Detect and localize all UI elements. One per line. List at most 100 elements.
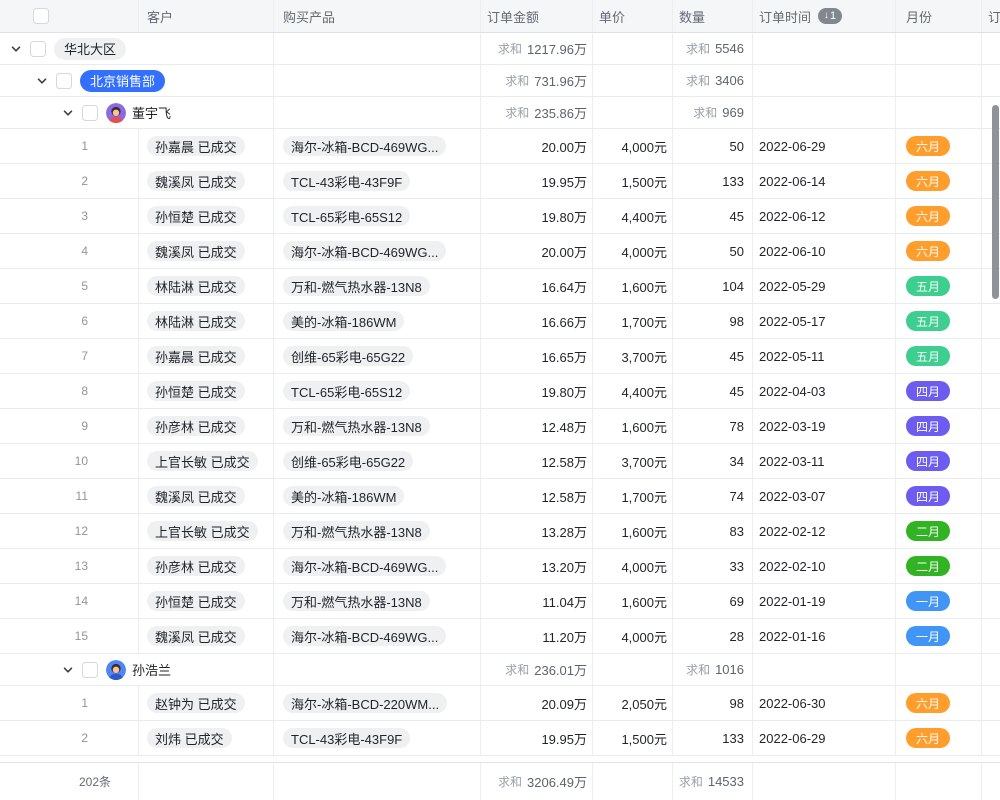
amount-cell[interactable]: 11.20万 — [481, 619, 593, 653]
month-cell[interactable]: 六月 — [896, 164, 982, 198]
product-cell[interactable]: 万和-燃气热水器-13N8 — [274, 409, 481, 443]
month-cell[interactable]: 四月 — [896, 479, 982, 513]
month-cell[interactable]: 四月 — [896, 444, 982, 478]
quantity-cell[interactable]: 45 — [673, 199, 753, 233]
collapse-chevron-icon[interactable] — [36, 75, 48, 87]
sort-badge[interactable]: ↓ 1 — [818, 8, 843, 24]
quantity-cell[interactable]: 104 — [673, 269, 753, 303]
unit-price-cell[interactable]: 4,400元 — [593, 374, 673, 408]
order-date-cell[interactable]: 2022-06-29 — [753, 721, 896, 755]
customer-cell[interactable]: 孙彦林 已成交 — [139, 549, 274, 583]
unit-price-cell[interactable]: 4,000元 — [593, 619, 673, 653]
column-header-amount[interactable]: 订单金额 — [481, 0, 593, 32]
order-date-cell[interactable]: 2022-05-29 — [753, 269, 896, 303]
month-cell[interactable]: 四月 — [896, 409, 982, 443]
quantity-cell[interactable]: 28 — [673, 619, 753, 653]
unit-price-cell[interactable]: 4,000元 — [593, 129, 673, 163]
order-date-cell[interactable]: 2022-01-19 — [753, 584, 896, 618]
quantity-cell[interactable]: 50 — [673, 129, 753, 163]
amount-cell[interactable]: 11.04万 — [481, 584, 593, 618]
product-cell[interactable]: 创维-65彩电-65G22 — [274, 444, 481, 478]
product-cell[interactable]: 万和-燃气热水器-13N8 — [274, 269, 481, 303]
column-header-price[interactable]: 单价 — [593, 0, 673, 32]
product-cell[interactable]: 海尔-冰箱-BCD-469WG... — [274, 234, 481, 268]
unit-price-cell[interactable]: 1,600元 — [593, 584, 673, 618]
customer-cell[interactable]: 魏溪凤 已成交 — [139, 479, 274, 513]
customer-cell[interactable]: 孙恒楚 已成交 — [139, 199, 274, 233]
customer-cell[interactable]: 刘炜 已成交 — [139, 721, 274, 755]
customer-cell[interactable]: 魏溪凤 已成交 — [139, 164, 274, 198]
order-date-cell[interactable]: 2022-01-16 — [753, 619, 896, 653]
amount-cell[interactable]: 12.58万 — [481, 479, 593, 513]
unit-price-cell[interactable]: 1,600元 — [593, 409, 673, 443]
customer-cell[interactable]: 魏溪凤 已成交 — [139, 619, 274, 653]
column-header-customer[interactable]: 客户 — [139, 0, 274, 32]
customer-cell[interactable]: 孙恒楚 已成交 — [139, 374, 274, 408]
order-date-cell[interactable]: 2022-03-19 — [753, 409, 896, 443]
collapse-chevron-icon[interactable] — [10, 43, 22, 55]
amount-cell[interactable]: 16.64万 — [481, 269, 593, 303]
select-all-checkbox[interactable] — [33, 8, 49, 24]
unit-price-cell[interactable]: 3,700元 — [593, 339, 673, 373]
quantity-cell[interactable]: 33 — [673, 549, 753, 583]
month-cell[interactable]: 六月 — [896, 129, 982, 163]
customer-cell[interactable]: 魏溪凤 已成交 — [139, 234, 274, 268]
unit-price-cell[interactable]: 3,700元 — [593, 444, 673, 478]
order-date-cell[interactable]: 2022-04-03 — [753, 374, 896, 408]
quantity-cell[interactable]: 45 — [673, 374, 753, 408]
month-cell[interactable]: 六月 — [896, 686, 982, 720]
month-cell[interactable]: 二月 — [896, 549, 982, 583]
quantity-cell[interactable]: 98 — [673, 304, 753, 338]
customer-cell[interactable]: 孙恒楚 已成交 — [139, 584, 274, 618]
order-date-cell[interactable]: 2022-05-17 — [753, 304, 896, 338]
customer-cell[interactable]: 上官长敏 已成交 — [139, 514, 274, 548]
column-header-extra[interactable]: 订单 — [982, 0, 1000, 32]
product-cell[interactable]: 万和-燃气热水器-13N8 — [274, 584, 481, 618]
amount-cell[interactable]: 13.28万 — [481, 514, 593, 548]
month-cell[interactable]: 四月 — [896, 374, 982, 408]
amount-cell[interactable]: 19.80万 — [481, 199, 593, 233]
unit-price-cell[interactable]: 2,050元 — [593, 686, 673, 720]
product-cell[interactable]: TCL-43彩电-43F9F — [274, 721, 481, 755]
month-cell[interactable]: 一月 — [896, 619, 982, 653]
group-checkbox[interactable] — [30, 40, 46, 57]
quantity-cell[interactable]: 69 — [673, 584, 753, 618]
collapse-chevron-icon[interactable] — [62, 107, 74, 119]
amount-cell[interactable]: 12.48万 — [481, 409, 593, 443]
product-cell[interactable]: 海尔-冰箱-BCD-469WG... — [274, 129, 481, 163]
order-date-cell[interactable]: 2022-06-12 — [753, 199, 896, 233]
unit-price-cell[interactable]: 1,700元 — [593, 304, 673, 338]
amount-cell[interactable]: 19.95万 — [481, 721, 593, 755]
unit-price-cell[interactable]: 1,600元 — [593, 514, 673, 548]
customer-cell[interactable]: 林陆淋 已成交 — [139, 304, 274, 338]
month-cell[interactable]: 六月 — [896, 234, 982, 268]
quantity-cell[interactable]: 98 — [673, 686, 753, 720]
order-date-cell[interactable]: 2022-02-10 — [753, 549, 896, 583]
amount-cell[interactable]: 20.00万 — [481, 234, 593, 268]
unit-price-cell[interactable]: 4,000元 — [593, 234, 673, 268]
amount-cell[interactable]: 16.66万 — [481, 304, 593, 338]
product-cell[interactable]: 海尔-冰箱-BCD-220WM... — [274, 686, 481, 720]
unit-price-cell[interactable]: 4,400元 — [593, 199, 673, 233]
month-cell[interactable]: 六月 — [896, 721, 982, 755]
customer-cell[interactable]: 上官长敏 已成交 — [139, 444, 274, 478]
column-header-date[interactable]: 订单时间 ↓ 1 — [753, 0, 896, 32]
quantity-cell[interactable]: 74 — [673, 479, 753, 513]
order-date-cell[interactable]: 2022-06-30 — [753, 686, 896, 720]
group-checkbox[interactable] — [82, 661, 98, 678]
product-cell[interactable]: TCL-65彩电-65S12 — [274, 199, 481, 233]
quantity-cell[interactable]: 78 — [673, 409, 753, 443]
vertical-scrollbar[interactable] — [992, 105, 999, 299]
quantity-cell[interactable]: 133 — [673, 164, 753, 198]
unit-price-cell[interactable]: 1,500元 — [593, 164, 673, 198]
quantity-cell[interactable]: 50 — [673, 234, 753, 268]
customer-cell[interactable]: 孙彦林 已成交 — [139, 409, 274, 443]
customer-cell[interactable]: 孙嘉晨 已成交 — [139, 339, 274, 373]
order-date-cell[interactable]: 2022-06-10 — [753, 234, 896, 268]
group-checkbox[interactable] — [82, 104, 98, 121]
amount-cell[interactable]: 12.58万 — [481, 444, 593, 478]
quantity-cell[interactable]: 45 — [673, 339, 753, 373]
product-cell[interactable]: 万和-燃气热水器-13N8 — [274, 514, 481, 548]
order-date-cell[interactable]: 2022-03-07 — [753, 479, 896, 513]
product-cell[interactable]: 创维-65彩电-65G22 — [274, 339, 481, 373]
